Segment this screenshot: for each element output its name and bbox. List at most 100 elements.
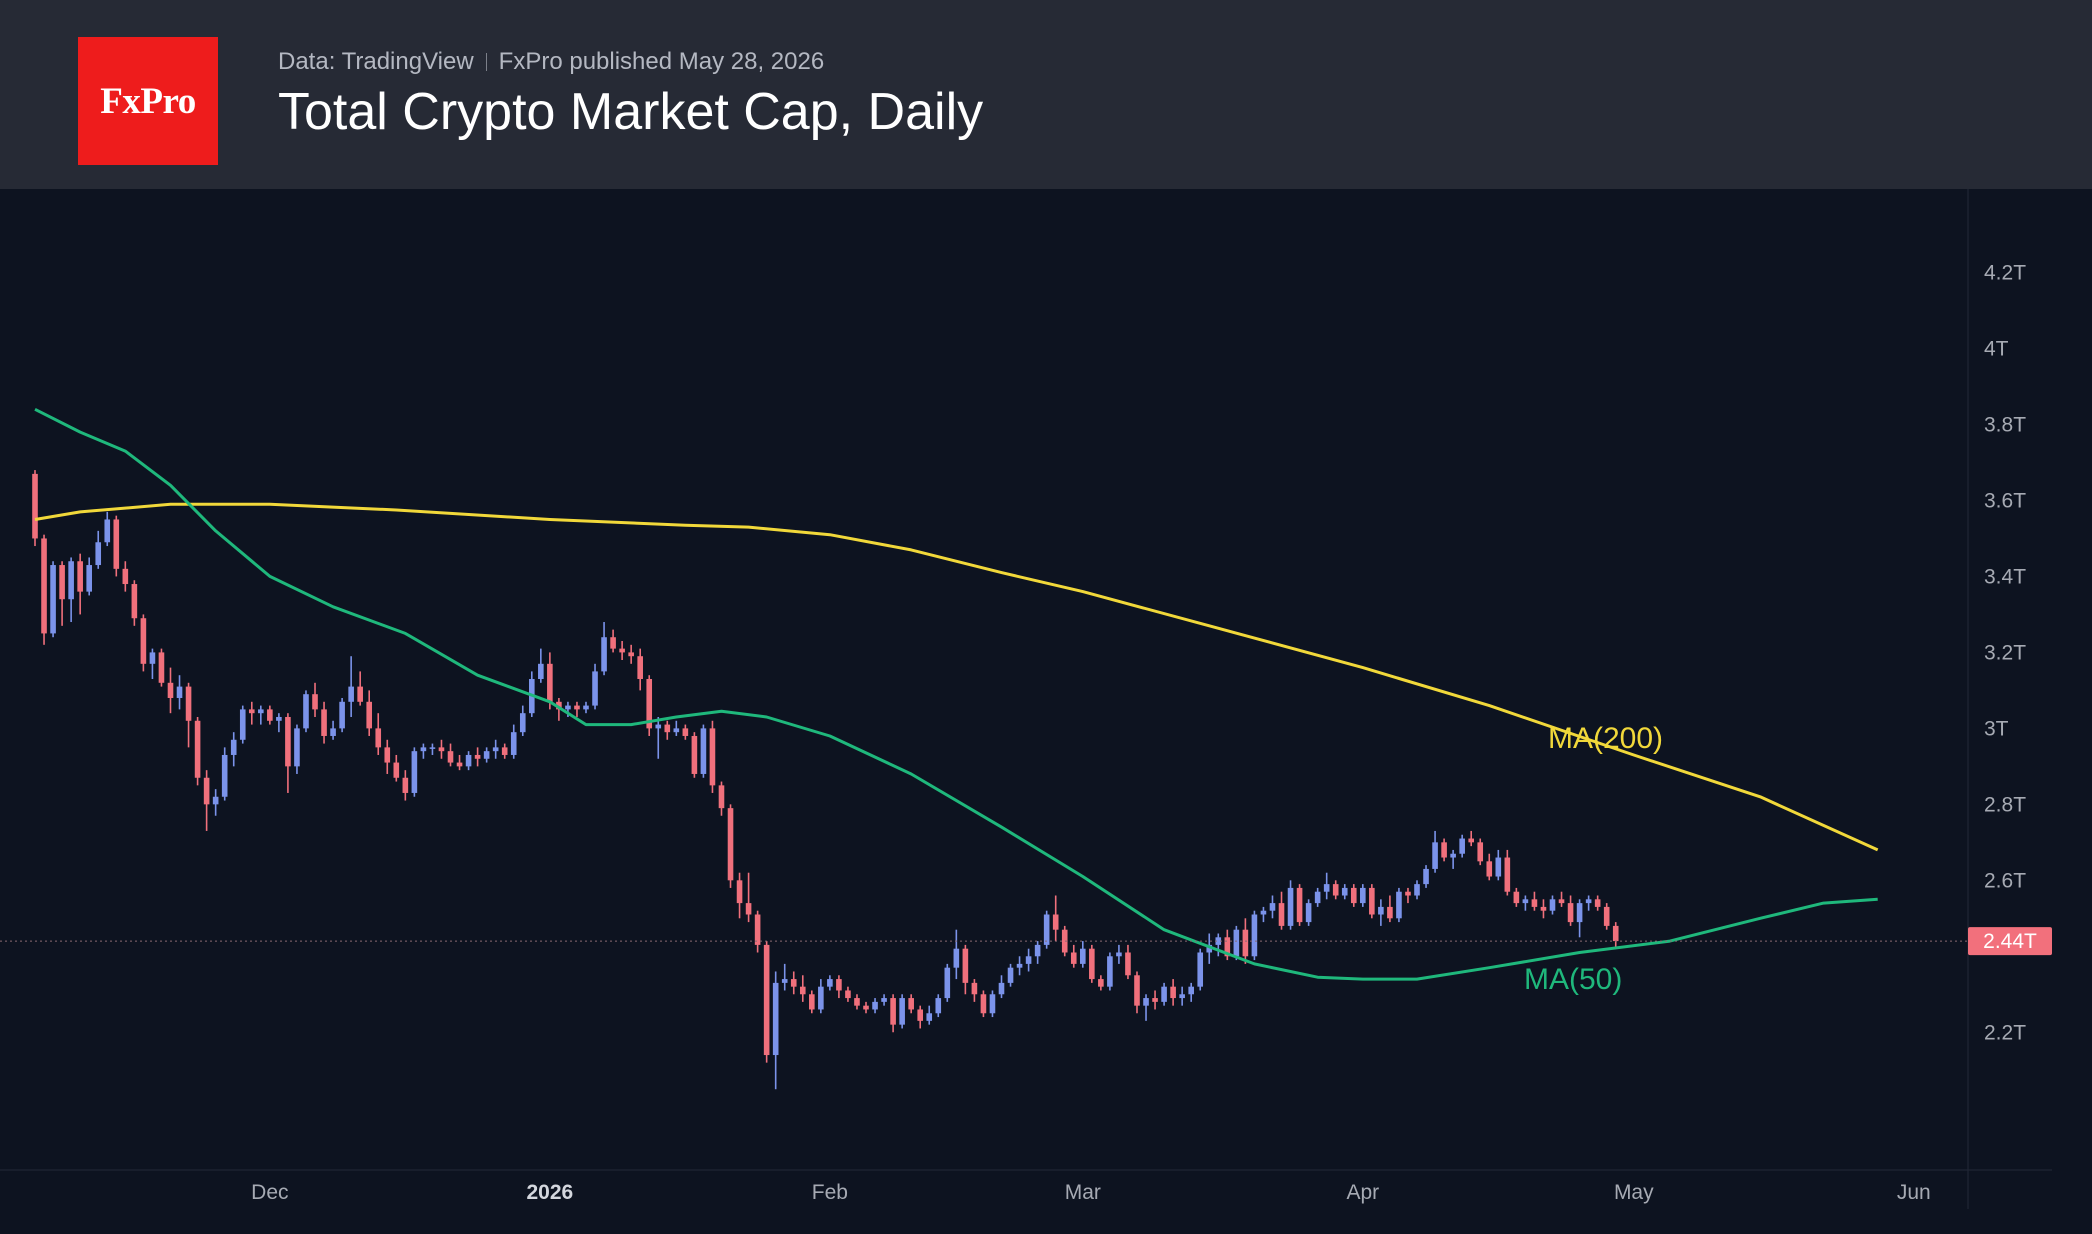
candle-body xyxy=(303,694,309,729)
candle-body xyxy=(899,998,905,1025)
candle xyxy=(926,1005,933,1025)
candle-body xyxy=(212,796,219,805)
candles xyxy=(32,470,1619,1090)
candle-body xyxy=(167,682,174,698)
candle-body xyxy=(1567,903,1574,923)
published-date: FxPro published May 28, 2026 xyxy=(498,48,825,75)
candle xyxy=(592,663,598,710)
candle xyxy=(899,994,905,1029)
x-tick-label: Apr xyxy=(1346,1181,1379,1204)
candle xyxy=(1522,895,1529,911)
y-tick-label: 3.2T xyxy=(1984,641,2026,664)
candle xyxy=(348,656,354,717)
candle-body xyxy=(1016,963,1023,968)
candle xyxy=(754,910,761,953)
candle-body xyxy=(294,728,300,767)
candle xyxy=(1332,880,1339,900)
chart-background xyxy=(0,189,2092,1234)
candle xyxy=(1459,834,1465,858)
candle-body xyxy=(1215,937,1222,945)
candle-body xyxy=(971,982,978,995)
candle-body xyxy=(140,618,147,664)
current-price-tag xyxy=(1968,927,2052,956)
candle-body xyxy=(1260,910,1267,915)
candle xyxy=(1016,956,1023,976)
candle-body xyxy=(953,948,960,968)
candle xyxy=(194,716,201,786)
candle-body xyxy=(1441,842,1447,858)
chart-title: Total Crypto Market Cap, Daily xyxy=(278,83,984,141)
candle-body xyxy=(375,728,382,748)
candle-body xyxy=(908,998,914,1010)
candle xyxy=(944,963,951,1002)
candle xyxy=(646,675,653,736)
candle xyxy=(718,781,725,816)
candle xyxy=(122,561,129,592)
candle xyxy=(1034,941,1041,964)
candle-body xyxy=(149,652,156,664)
candle xyxy=(1441,838,1447,862)
candle-body xyxy=(745,903,752,915)
candle xyxy=(330,720,336,740)
candle-body xyxy=(1540,906,1547,911)
candle xyxy=(492,739,499,759)
candle-body xyxy=(501,747,508,755)
candle xyxy=(384,739,391,774)
candle-body xyxy=(1522,899,1529,904)
candle xyxy=(1170,979,1176,1006)
candle xyxy=(908,994,914,1014)
y-tick-label: 3.4T xyxy=(1984,565,2026,588)
candle xyxy=(763,941,770,1063)
candle-body xyxy=(1134,975,1140,1006)
candle-body xyxy=(1369,887,1375,915)
candle-body xyxy=(718,785,725,809)
separator xyxy=(485,53,487,71)
candle xyxy=(1396,887,1402,923)
candle-body xyxy=(1107,956,1113,987)
candle xyxy=(86,557,92,596)
candle-body xyxy=(1450,853,1456,858)
candle-body xyxy=(736,880,743,904)
candle-body xyxy=(592,671,598,706)
candle-body xyxy=(799,986,806,995)
candle xyxy=(1468,830,1475,847)
candle xyxy=(664,720,671,740)
y-tick-label: 2.2T xyxy=(1984,1021,2026,1044)
candle xyxy=(547,652,553,710)
candle xyxy=(1251,910,1258,961)
candle xyxy=(203,770,210,831)
y-tick-label: 4T xyxy=(1984,338,2009,361)
candle xyxy=(1576,899,1583,938)
candle xyxy=(736,872,743,919)
candle xyxy=(1161,982,1167,1006)
ma-label: MA(50) xyxy=(1524,963,1622,996)
candle xyxy=(1179,986,1185,1006)
candle xyxy=(1107,952,1113,991)
candle-body xyxy=(1251,914,1258,957)
candle xyxy=(827,975,833,991)
candle-body xyxy=(456,762,463,767)
x-tick-label: Dec xyxy=(251,1181,288,1204)
candle xyxy=(366,690,373,736)
candle xyxy=(239,705,246,744)
candle-body xyxy=(1161,986,1167,1002)
candle-body xyxy=(1576,903,1583,923)
candle-body xyxy=(998,982,1005,995)
candle xyxy=(248,701,255,725)
candle-body xyxy=(1052,914,1059,930)
candle-body xyxy=(230,739,237,755)
candle-body xyxy=(709,728,716,786)
candle-body xyxy=(583,705,589,710)
candle-body xyxy=(239,709,246,740)
candle xyxy=(438,739,445,759)
moving-averages: MA(200) MA(50) xyxy=(34,407,1879,996)
candle xyxy=(1350,884,1357,907)
candle-body xyxy=(574,705,580,710)
candle-body xyxy=(384,747,391,763)
candle-body xyxy=(131,584,138,619)
candle xyxy=(1423,865,1429,888)
candle-body xyxy=(565,705,571,710)
candle xyxy=(420,743,427,759)
candle-body xyxy=(1305,903,1312,923)
candle-body xyxy=(1278,903,1285,926)
